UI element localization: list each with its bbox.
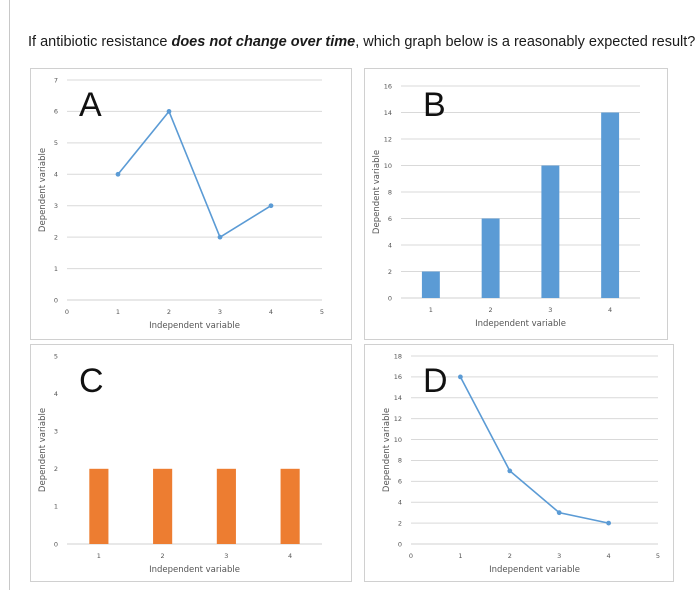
chart-b-y-tick: 10 [384,162,392,170]
chart-c-x-tick: 4 [288,552,292,560]
chart-c-y-axis-title: Dependent variable [38,408,48,492]
chart-b-y-tick: 8 [388,188,392,196]
chart-a-data-point [268,203,274,209]
chart-c-panel-letter: C [79,362,104,400]
chart-c-y-tick: 3 [54,428,58,436]
chart-d-y-tick: 12 [394,415,402,423]
chart-b-y-tick: 6 [388,215,392,223]
chart-b-y-tick: 16 [384,82,392,90]
chart-d-data-point [507,468,513,474]
page-left-border [9,0,10,590]
chart-d-y-axis-title: Dependent variable [382,408,392,492]
chart-b-bar [421,271,440,298]
chart-c-x-tick: 1 [97,552,101,560]
chart-d-x-tick: 0 [409,552,413,560]
chart-b-bar [481,218,500,298]
chart-a-y-tick: 2 [54,233,58,241]
chart-a-data-point [217,234,223,240]
chart-d-y-tick: 14 [394,394,402,402]
chart-d-frame [364,344,674,582]
chart-a-x-tick: 5 [320,308,324,316]
chart-b-bar [541,165,560,298]
chart-c-x-axis-title: Independent variable [149,565,240,575]
chart-d-y-tick: 8 [398,457,402,465]
chart-a-y-axis-title: Dependent variable [38,148,48,232]
chart-a-y-tick: 1 [54,265,58,273]
chart-d-y-tick: 16 [394,373,402,381]
question-suffix: , which graph below is a reasonably expe… [355,34,696,50]
question-prefix: If antibiotic resistance [28,34,172,50]
chart-a-data-point [115,171,121,177]
chart-a-y-tick: 6 [54,108,58,116]
chart-b-frame [364,68,668,340]
chart-b-x-tick: 4 [608,306,612,314]
chart-a-x-axis-title: Independent variable [149,321,240,331]
chart-b-bar [601,112,620,298]
chart-a-panel-letter: A [79,86,102,124]
chart-d-data-point [458,374,463,380]
question-text: If antibiotic resistance does not change… [28,34,695,50]
chart-b-y-tick: 4 [388,241,392,249]
chart-c-y-tick: 5 [54,352,58,360]
chart-c-y-tick: 1 [54,503,58,511]
chart-a-y-tick: 4 [54,171,58,179]
chart-b-y-tick: 14 [384,109,392,117]
chart-b-x-axis-title: Independent variable [475,319,566,329]
chart-d-x-tick: 3 [557,552,561,560]
chart-a-y-tick: 5 [54,139,58,147]
chart-d-y-tick: 2 [398,519,402,527]
chart-b-y-axis-title: Dependent variable [372,150,382,234]
chart-d-y-tick: 6 [398,478,402,486]
chart-d-data-point [606,520,611,526]
chart-c-y-tick: 2 [54,465,58,473]
chart-a-y-tick: 0 [54,296,58,304]
chart-a-frame [30,68,352,340]
chart-d-y-tick: 4 [398,499,402,507]
chart-c-bar [280,468,300,544]
question-emphasis: does not change over time [171,34,356,50]
chart-d-x-tick: 1 [458,552,462,560]
chart-d-series-line [459,376,609,524]
chart-c-bar [89,468,109,544]
chart-d-x-tick: 5 [656,552,660,560]
chart-a-x-tick: 2 [167,308,171,316]
chart-a-series-line [117,109,272,239]
chart-c-x-tick: 3 [224,552,228,560]
chart-c-y-tick: 0 [54,540,58,548]
chart-a-x-tick: 3 [218,308,222,316]
chart-a-x-tick: 1 [116,308,120,316]
chart-b-y-tick: 12 [384,135,392,143]
chart-d-x-axis-title: Independent variable [489,565,580,575]
chart-b-x-tick: 1 [429,306,433,314]
chart-c-bar [216,468,236,544]
chart-a-data-point [166,109,172,114]
chart-b-x-tick: 2 [489,306,493,314]
chart-d-x-tick: 4 [607,552,611,560]
chart-a-x-tick: 0 [65,308,69,316]
chart-b-y-tick: 0 [388,294,392,302]
chart-a-y-tick: 3 [54,202,58,210]
chart-d-panel-letter: D [423,362,448,400]
chart-b-panel-letter: B [423,86,446,124]
chart-d-data-point [556,510,562,516]
chart-a: 0 1 2 3 4 5 6 7 0 1 2 3 4 5 Independent variable Depend… [30,68,352,340]
chart-d-y-tick: 18 [394,352,402,360]
chart-c-y-tick: 4 [54,390,58,398]
chart-c-x-tick: 2 [161,552,165,560]
chart-c: 0 1 2 3 4 5 1 2 3 4 Independent variable Dependent … [30,344,352,582]
chart-d-y-tick: 10 [394,436,402,444]
chart-b-y-tick: 2 [388,268,392,276]
chart-a-x-tick: 4 [269,308,273,316]
chart-b-x-tick: 3 [548,306,552,314]
chart-c-bar [153,468,173,544]
chart-a-y-tick: 7 [54,76,58,84]
chart-d-x-tick: 2 [508,552,512,560]
chart-d-y-tick: 0 [398,540,402,548]
